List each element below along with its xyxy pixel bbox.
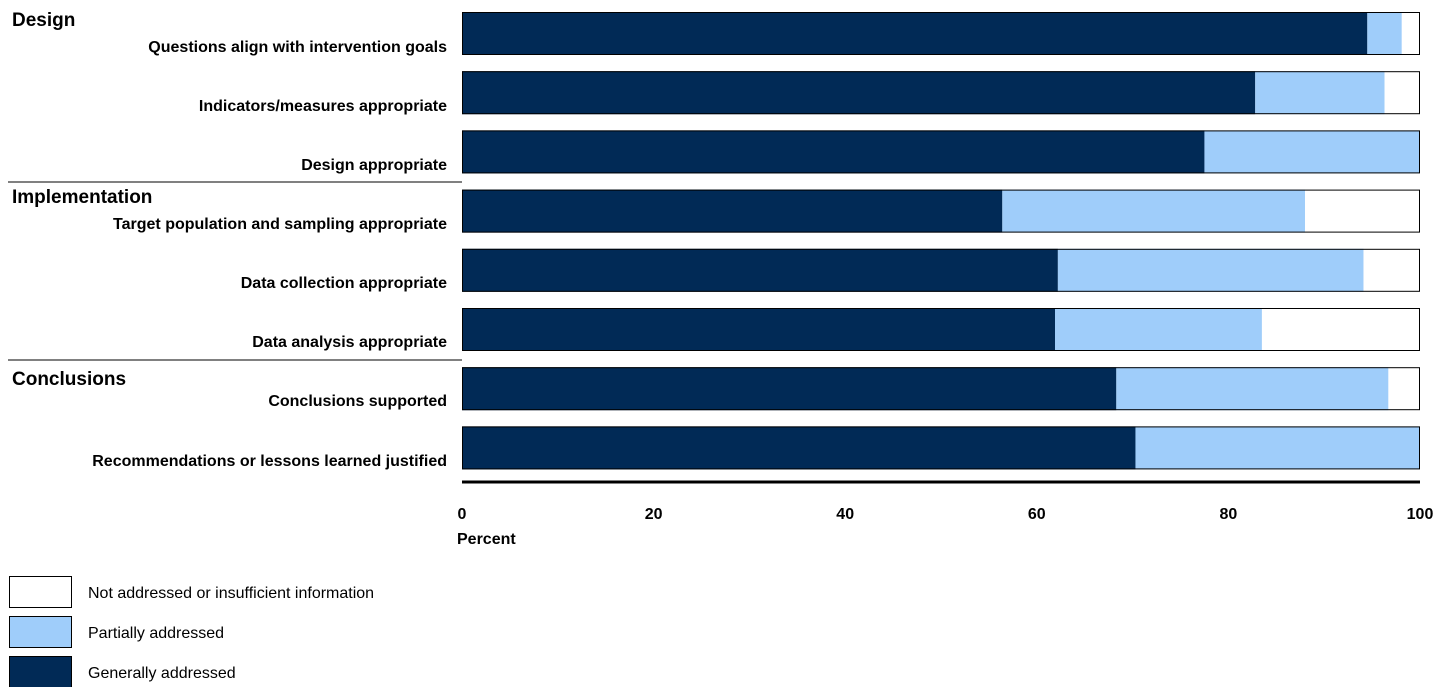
bar-outline	[462, 248, 1420, 292]
legend-swatch	[9, 576, 72, 608]
bar-segment-partially-addressed	[1204, 130, 1420, 174]
bar-segment-not-addressed-or-insufficient-information	[1305, 189, 1420, 233]
category-label: Data collection appropriate	[241, 275, 447, 292]
bar-row	[462, 248, 1420, 292]
legend-label: Not addressed or insufficient informatio…	[88, 585, 374, 602]
x-tick-label: 60	[1028, 506, 1046, 523]
legend-swatch	[9, 656, 72, 687]
bar-outline	[462, 71, 1420, 115]
category-labels: Questions align with intervention goals …	[92, 39, 447, 470]
bar-outline	[462, 130, 1420, 174]
bar-row	[462, 426, 1420, 470]
category-label: Data analysis appropriate	[252, 334, 447, 351]
bar-row	[462, 71, 1420, 115]
legend-label: Generally addressed	[88, 665, 236, 682]
bar-segment-partially-addressed	[1255, 71, 1385, 115]
bar-segment-generally-addressed	[462, 248, 1058, 292]
bar-row	[462, 308, 1420, 351]
x-tick-label: 80	[1220, 506, 1238, 523]
bar-segment-generally-addressed	[462, 308, 1055, 351]
x-tick-label: 0	[458, 506, 467, 523]
bar-segment-not-addressed-or-insufficient-information	[1384, 71, 1420, 115]
bar-row	[462, 189, 1420, 233]
bar-outline	[462, 426, 1420, 470]
bar-segment-generally-addressed	[462, 426, 1136, 470]
bar-segment-generally-addressed	[462, 189, 1003, 233]
x-axis-title: Percent	[457, 531, 516, 548]
bar-segment-generally-addressed	[462, 367, 1117, 411]
bar-segment-partially-addressed	[1367, 12, 1402, 55]
bar-outline	[462, 308, 1420, 351]
group-label-implementation: Implementation	[12, 187, 152, 208]
bar-outline	[462, 367, 1420, 411]
bar-segment-not-addressed-or-insufficient-information	[1401, 12, 1420, 55]
x-tick-label: 100	[1407, 506, 1434, 523]
bar-segment-not-addressed-or-insufficient-information	[1388, 367, 1420, 411]
x-tick-label: 20	[645, 506, 663, 523]
legend-item: Partially addressed	[9, 616, 224, 648]
bar-segment-partially-addressed	[1057, 248, 1364, 292]
legend: Not addressed or insufficient informatio…	[9, 576, 374, 687]
category-label: Target population and sampling appropria…	[113, 216, 447, 233]
bar-segment-generally-addressed	[462, 12, 1368, 55]
legend-swatch	[9, 616, 72, 648]
group-label-conclusions: Conclusions	[12, 369, 126, 390]
bar-segment-not-addressed-or-insufficient-information	[1363, 248, 1420, 292]
category-label: Conclusions supported	[268, 393, 447, 410]
bar-outline	[462, 189, 1420, 233]
group-label-design: Design	[12, 10, 75, 31]
category-label: Recommendations or lessons learned justi…	[92, 453, 447, 470]
x-tick-label: 40	[836, 506, 854, 523]
bar-row	[462, 12, 1420, 55]
legend-item: Generally addressed	[9, 656, 236, 687]
legend-label: Partially addressed	[88, 625, 224, 642]
bar-segment-not-addressed-or-insufficient-information	[1261, 308, 1420, 351]
bar-row	[462, 367, 1420, 411]
bar-segment-generally-addressed	[462, 130, 1205, 174]
bar-segment-partially-addressed	[1002, 189, 1306, 233]
category-label: Questions align with intervention goals	[148, 39, 447, 56]
category-label: Indicators/measures appropriate	[199, 98, 447, 115]
bar-segment-generally-addressed	[462, 71, 1256, 115]
group-labels: Design Implementation Conclusions	[8, 10, 462, 390]
bars	[462, 12, 1420, 470]
x-axis-ticks: 0 20 40 60 80 100	[458, 506, 1434, 523]
legend-item: Not addressed or insufficient informatio…	[9, 576, 374, 608]
bar-outline	[462, 12, 1420, 55]
x-axis: 0 20 40 60 80 100 Percent	[457, 480, 1434, 548]
bar-segment-partially-addressed	[1135, 426, 1420, 470]
bar-segment-partially-addressed	[1055, 308, 1262, 351]
bar-row	[462, 130, 1420, 174]
category-label: Design appropriate	[301, 157, 447, 174]
bar-segment-partially-addressed	[1116, 367, 1389, 411]
